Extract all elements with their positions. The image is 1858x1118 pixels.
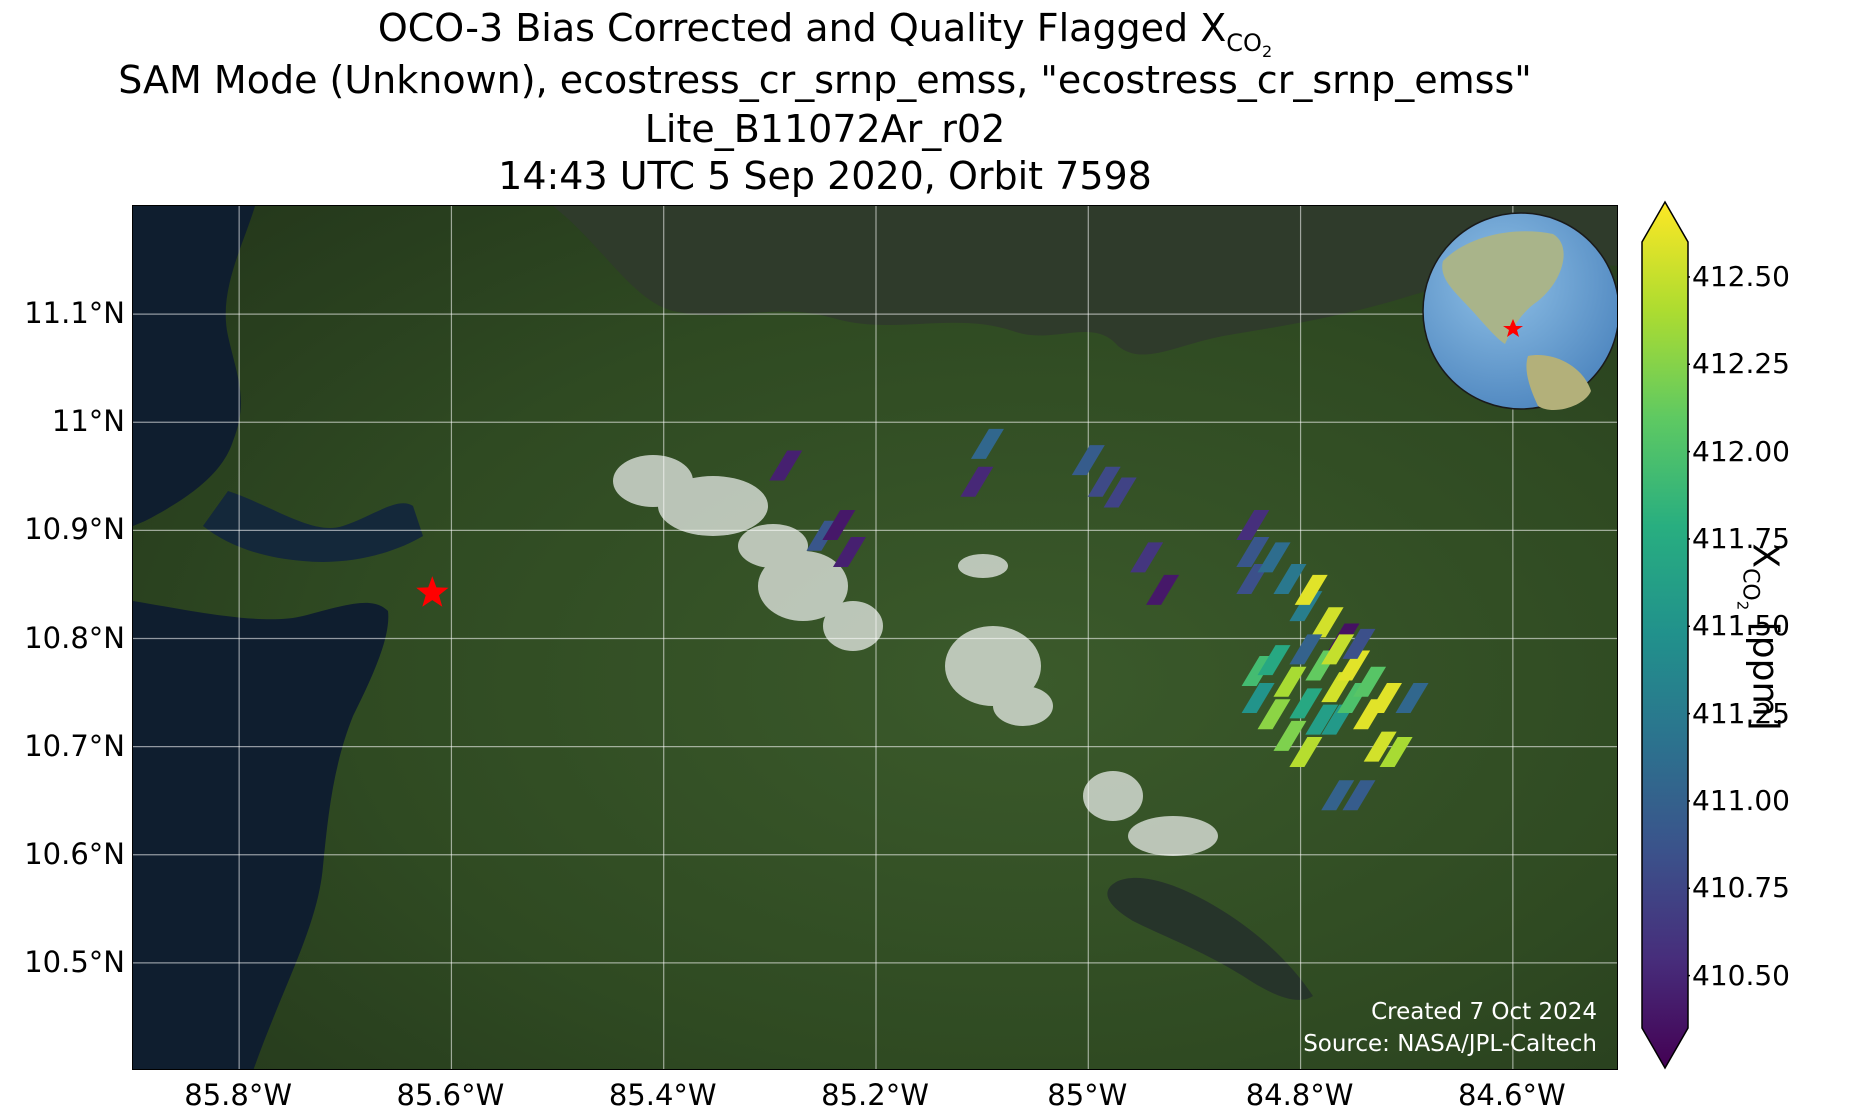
colorbar-ticks <box>1688 276 1690 977</box>
xco2-sounding <box>1273 666 1307 697</box>
map-panel[interactable]: Created 7 Oct 2024 Source: NASA/JPL-Calt… <box>132 205 1618 1070</box>
xco2-sounding <box>1368 682 1402 713</box>
data-source: Source: NASA/JPL-Caltech <box>1303 1031 1597 1057</box>
map-canvas <box>133 206 1617 1069</box>
xco2-sounding <box>1087 466 1121 497</box>
lat-tick-label: 10.6°N <box>24 836 125 871</box>
colorbar-tick-label: 411.25 <box>1692 696 1790 730</box>
lat-tick-label: 11.1°N <box>24 296 125 331</box>
xco2-sounding <box>1236 537 1270 567</box>
title-line-4: 14:43 UTC 5 Sep 2020, Orbit 7598 <box>498 154 1152 198</box>
xco2-sounding <box>1236 509 1270 540</box>
xco2-sounding <box>1337 650 1371 681</box>
lon-tick-label: 85.4°W <box>608 1078 717 1112</box>
colorbar <box>1641 200 1690 1070</box>
title-subscript: CO2 <box>1226 29 1272 61</box>
title-subscript-text: CO <box>1226 29 1262 57</box>
colorbar-title-subscript: CO2 <box>1734 568 1763 610</box>
xco2-sounding <box>1342 780 1376 811</box>
lon-tick-label: 85.6°W <box>396 1078 505 1112</box>
xco2-sounding <box>1273 564 1307 595</box>
xco2-sounding <box>1273 720 1307 751</box>
xco2-sounding <box>1305 704 1339 735</box>
xco2-sounding <box>769 450 803 481</box>
xco2-sounding <box>1289 634 1323 665</box>
colorbar-title-unit: [ppm] <box>1744 610 1786 731</box>
inset-globe <box>1422 212 1617 411</box>
xco2-sounding <box>1321 634 1355 665</box>
xco2-sounding <box>1294 574 1328 605</box>
xco2-sounding <box>1257 542 1291 573</box>
title-subsubscript: 2 <box>1261 42 1273 61</box>
colorbar-tick-label: 412.25 <box>1692 347 1790 381</box>
xco2-sounding <box>822 509 856 540</box>
colorbar-title: XCO2 [ppm] <box>1734 543 1786 731</box>
lat-tick-label: 10.5°N <box>24 944 125 979</box>
xco2-sounding <box>1363 731 1397 762</box>
xco2-sounding <box>970 428 1004 459</box>
colorbar-tick-label: 412.00 <box>1692 434 1790 468</box>
xco2-sounding <box>1342 628 1376 659</box>
xco2-sounding <box>1103 477 1137 508</box>
lon-tick-label: 84.6°W <box>1457 1078 1566 1112</box>
title-line-2: SAM Mode (Unknown), ecostress_cr_srnp_em… <box>118 58 1532 102</box>
title-line-3: Lite_B11072Ar_r02 <box>644 107 1006 151</box>
colorbar-tick-label: 411.50 <box>1692 609 1790 643</box>
xco2-sounding <box>1289 737 1323 768</box>
xco2-sounding <box>1353 666 1387 697</box>
colorbar-tick-label: 410.75 <box>1692 871 1790 905</box>
target-star-marker <box>416 576 449 607</box>
xco2-sounding <box>1146 574 1180 605</box>
colorbar-title-prefix: X <box>1744 543 1786 569</box>
lon-tick-label: 85.8°W <box>184 1078 293 1112</box>
xco2-sounding <box>960 466 994 497</box>
colorbar-title-sub-text: CO <box>1737 568 1763 601</box>
colorbar-title-subsub: 2 <box>1733 600 1752 611</box>
xco2-sounding <box>1257 699 1291 730</box>
colorbar-tick-label: 410.50 <box>1692 958 1790 992</box>
gridlines <box>133 206 1617 1069</box>
created-date: Created 7 Oct 2024 <box>1371 999 1597 1025</box>
xco2-sounding <box>1321 780 1355 811</box>
lon-tick-label: 85°W <box>1047 1078 1128 1112</box>
xco2-sounding <box>1130 542 1164 573</box>
xco2-sounding <box>1289 688 1323 719</box>
lat-tick-label: 10.9°N <box>24 512 125 547</box>
xco2-sounding <box>832 537 866 567</box>
xco2-sounding <box>1289 591 1323 622</box>
lat-tick-label: 11°N <box>51 404 125 439</box>
inset-star <box>1503 319 1523 337</box>
lake-nicaragua <box>553 206 1617 355</box>
lat-tick-label: 10.7°N <box>24 728 125 763</box>
xco2-sounding <box>1241 682 1275 713</box>
cloud-cover <box>613 455 1218 856</box>
xco2-sounding <box>1257 645 1291 676</box>
xco2-sounding <box>1310 607 1344 638</box>
xco2-sounding <box>1379 737 1413 768</box>
lat-tick-label: 10.8°N <box>24 620 125 655</box>
colorbar-tick-label: 412.50 <box>1692 259 1790 293</box>
title-line-1: OCO-3 Bias Corrected and Quality Flagged… <box>0 6 1650 61</box>
xco2-soundings <box>769 428 1429 811</box>
title-prefix: OCO-3 Bias Corrected and Quality Flagged… <box>377 6 1227 50</box>
lake-arenal <box>1107 877 1313 1000</box>
lon-tick-label: 84.8°W <box>1245 1078 1354 1112</box>
nicoya-gulf-shore <box>203 491 423 562</box>
colorbar-bar <box>1641 200 1689 1070</box>
xco2-sounding <box>1071 445 1105 476</box>
xco2-sounding <box>1395 682 1429 713</box>
lon-tick-label: 85.2°W <box>821 1078 929 1112</box>
colorbar-tick-label: 411.00 <box>1692 783 1790 817</box>
colorbar-tick-label: 411.75 <box>1692 521 1790 555</box>
